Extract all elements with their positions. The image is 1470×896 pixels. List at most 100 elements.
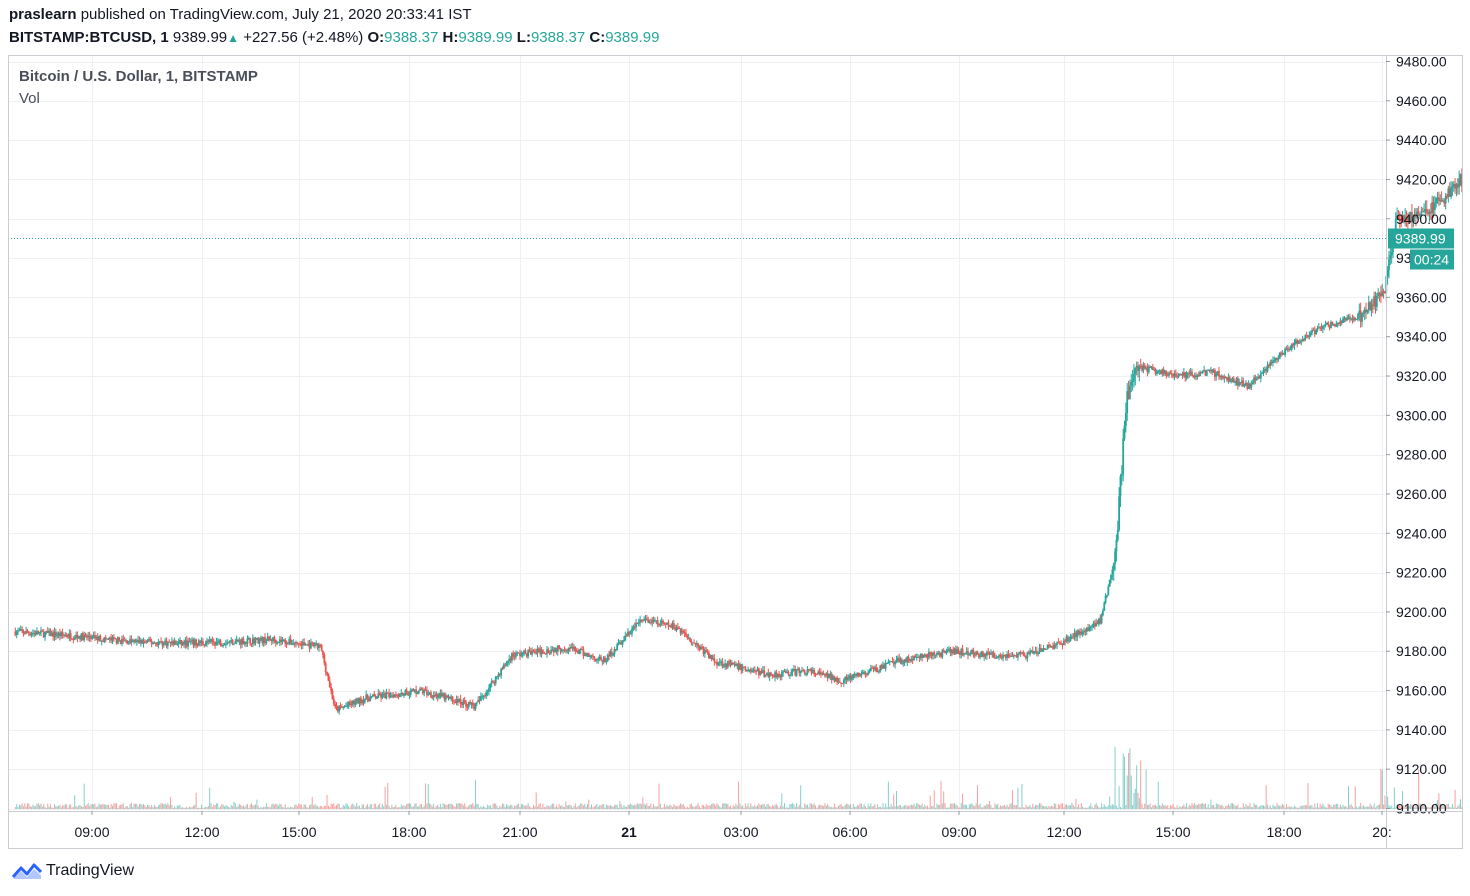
- candle-body: [108, 637, 111, 639]
- candle-body: [25, 630, 28, 634]
- close-label: C:: [589, 29, 606, 46]
- candle-body: [1150, 366, 1153, 368]
- candle-body: [1146, 367, 1149, 373]
- candle-body: [332, 698, 335, 704]
- candle-body: [1458, 179, 1461, 188]
- volume-bar: [1250, 807, 1252, 809]
- volume-bar: [1346, 807, 1348, 809]
- price-axis[interactable]: 9100.009120.009140.009160.009180.009200.…: [1386, 55, 1447, 849]
- volume-bar: [1387, 796, 1389, 809]
- candle-body: [345, 705, 347, 707]
- candle-body: [882, 664, 884, 669]
- candle-body: [1077, 630, 1080, 635]
- volume-bar: [1289, 807, 1291, 809]
- volume-bar: [746, 806, 748, 809]
- candle-body: [659, 623, 662, 625]
- candle-body: [525, 653, 528, 657]
- candle-body: [142, 641, 145, 644]
- volume-bar: [1302, 805, 1304, 809]
- volume-bar: [1219, 805, 1221, 809]
- volume-bar: [1334, 804, 1336, 809]
- volume-bar: [747, 803, 749, 809]
- volume-bar: [985, 805, 987, 809]
- volume-bar: [518, 803, 520, 809]
- candle-body: [1238, 382, 1241, 386]
- volume-bar: [565, 801, 567, 809]
- legend-title[interactable]: Bitcoin / U.S. Dollar, 1, BITSTAMP: [19, 68, 258, 85]
- volume-bar: [230, 805, 232, 809]
- candle-body: [540, 650, 543, 655]
- volume-bar: [454, 806, 456, 809]
- candle-body: [301, 642, 304, 646]
- volume-bar: [1080, 803, 1082, 809]
- candle-body: [388, 693, 391, 698]
- candle-body: [505, 663, 508, 666]
- candle-body: [1004, 655, 1007, 658]
- volume-bar: [1209, 807, 1211, 809]
- volume-bar: [423, 805, 425, 809]
- volume-bar: [770, 806, 772, 809]
- candle-body: [909, 658, 911, 662]
- candle-body: [737, 663, 740, 670]
- volume-bar: [713, 803, 715, 809]
- candle-body: [154, 642, 157, 644]
- volume-bar: [667, 806, 669, 809]
- candle-body: [1307, 335, 1309, 337]
- candle-body: [497, 674, 500, 677]
- volume-bar: [663, 803, 665, 809]
- candle-body: [1215, 372, 1218, 377]
- candle-body: [948, 648, 950, 650]
- candle-body: [598, 656, 601, 659]
- candle-body: [979, 656, 982, 658]
- volume-bar: [855, 806, 857, 809]
- candle-body: [33, 632, 36, 634]
- volume-bar: [783, 803, 785, 809]
- volume-bar: [1156, 806, 1158, 809]
- volume-bar: [1249, 803, 1251, 809]
- candle-body: [878, 671, 880, 673]
- volume-bar: [70, 804, 72, 809]
- volume-bar: [1276, 803, 1278, 809]
- volume-bar: [732, 805, 734, 809]
- volume-bar: [59, 804, 61, 809]
- candle-body: [790, 672, 793, 675]
- time-axis[interactable]: 09:00 12:00 15:00 18:00 21:00 21 03:00 06:00 09:…: [8, 811, 1463, 840]
- candle-body: [1187, 372, 1189, 375]
- volume-bar: [1304, 805, 1306, 809]
- candle-body: [229, 640, 231, 643]
- volume-bar: [164, 803, 166, 809]
- price-chart[interactable]: 9100.009120.009140.009160.009180.009200.…: [8, 55, 1463, 849]
- candle-body: [340, 706, 343, 708]
- volume-bar: [543, 807, 545, 809]
- candle-body: [1228, 377, 1231, 382]
- volume-bar: [68, 804, 70, 809]
- candle-body: [1398, 219, 1401, 221]
- candle-body: [211, 639, 214, 642]
- volume-bar: [314, 803, 316, 809]
- volume-bar: [260, 806, 262, 809]
- candle-body: [1212, 369, 1215, 373]
- candle-body: [604, 657, 606, 663]
- candle-body: [430, 692, 432, 698]
- candle-body: [478, 700, 481, 702]
- candle-body: [980, 651, 983, 657]
- candle-body: [1127, 391, 1130, 400]
- volume-bar: [1037, 805, 1039, 809]
- tradingview-brand[interactable]: TradingView: [12, 862, 134, 880]
- author-name[interactable]: praslearn: [9, 6, 77, 23]
- volume-bar: [1140, 760, 1142, 809]
- volume-bar: [693, 806, 695, 809]
- candle-body: [1351, 318, 1354, 321]
- volume-bar: [932, 806, 934, 809]
- volume-bar: [236, 807, 238, 809]
- volume-bar: [724, 803, 726, 809]
- volume-bar: [33, 806, 35, 809]
- volume-bar: [1159, 805, 1161, 809]
- candle-body: [403, 694, 405, 696]
- candle-body: [355, 698, 358, 702]
- price-tick-label: 9480.00: [1396, 55, 1447, 70]
- volume-bar: [827, 803, 829, 809]
- volume-bar: [441, 807, 443, 809]
- volume-legend[interactable]: Vol: [19, 90, 40, 107]
- candle-body: [695, 643, 698, 645]
